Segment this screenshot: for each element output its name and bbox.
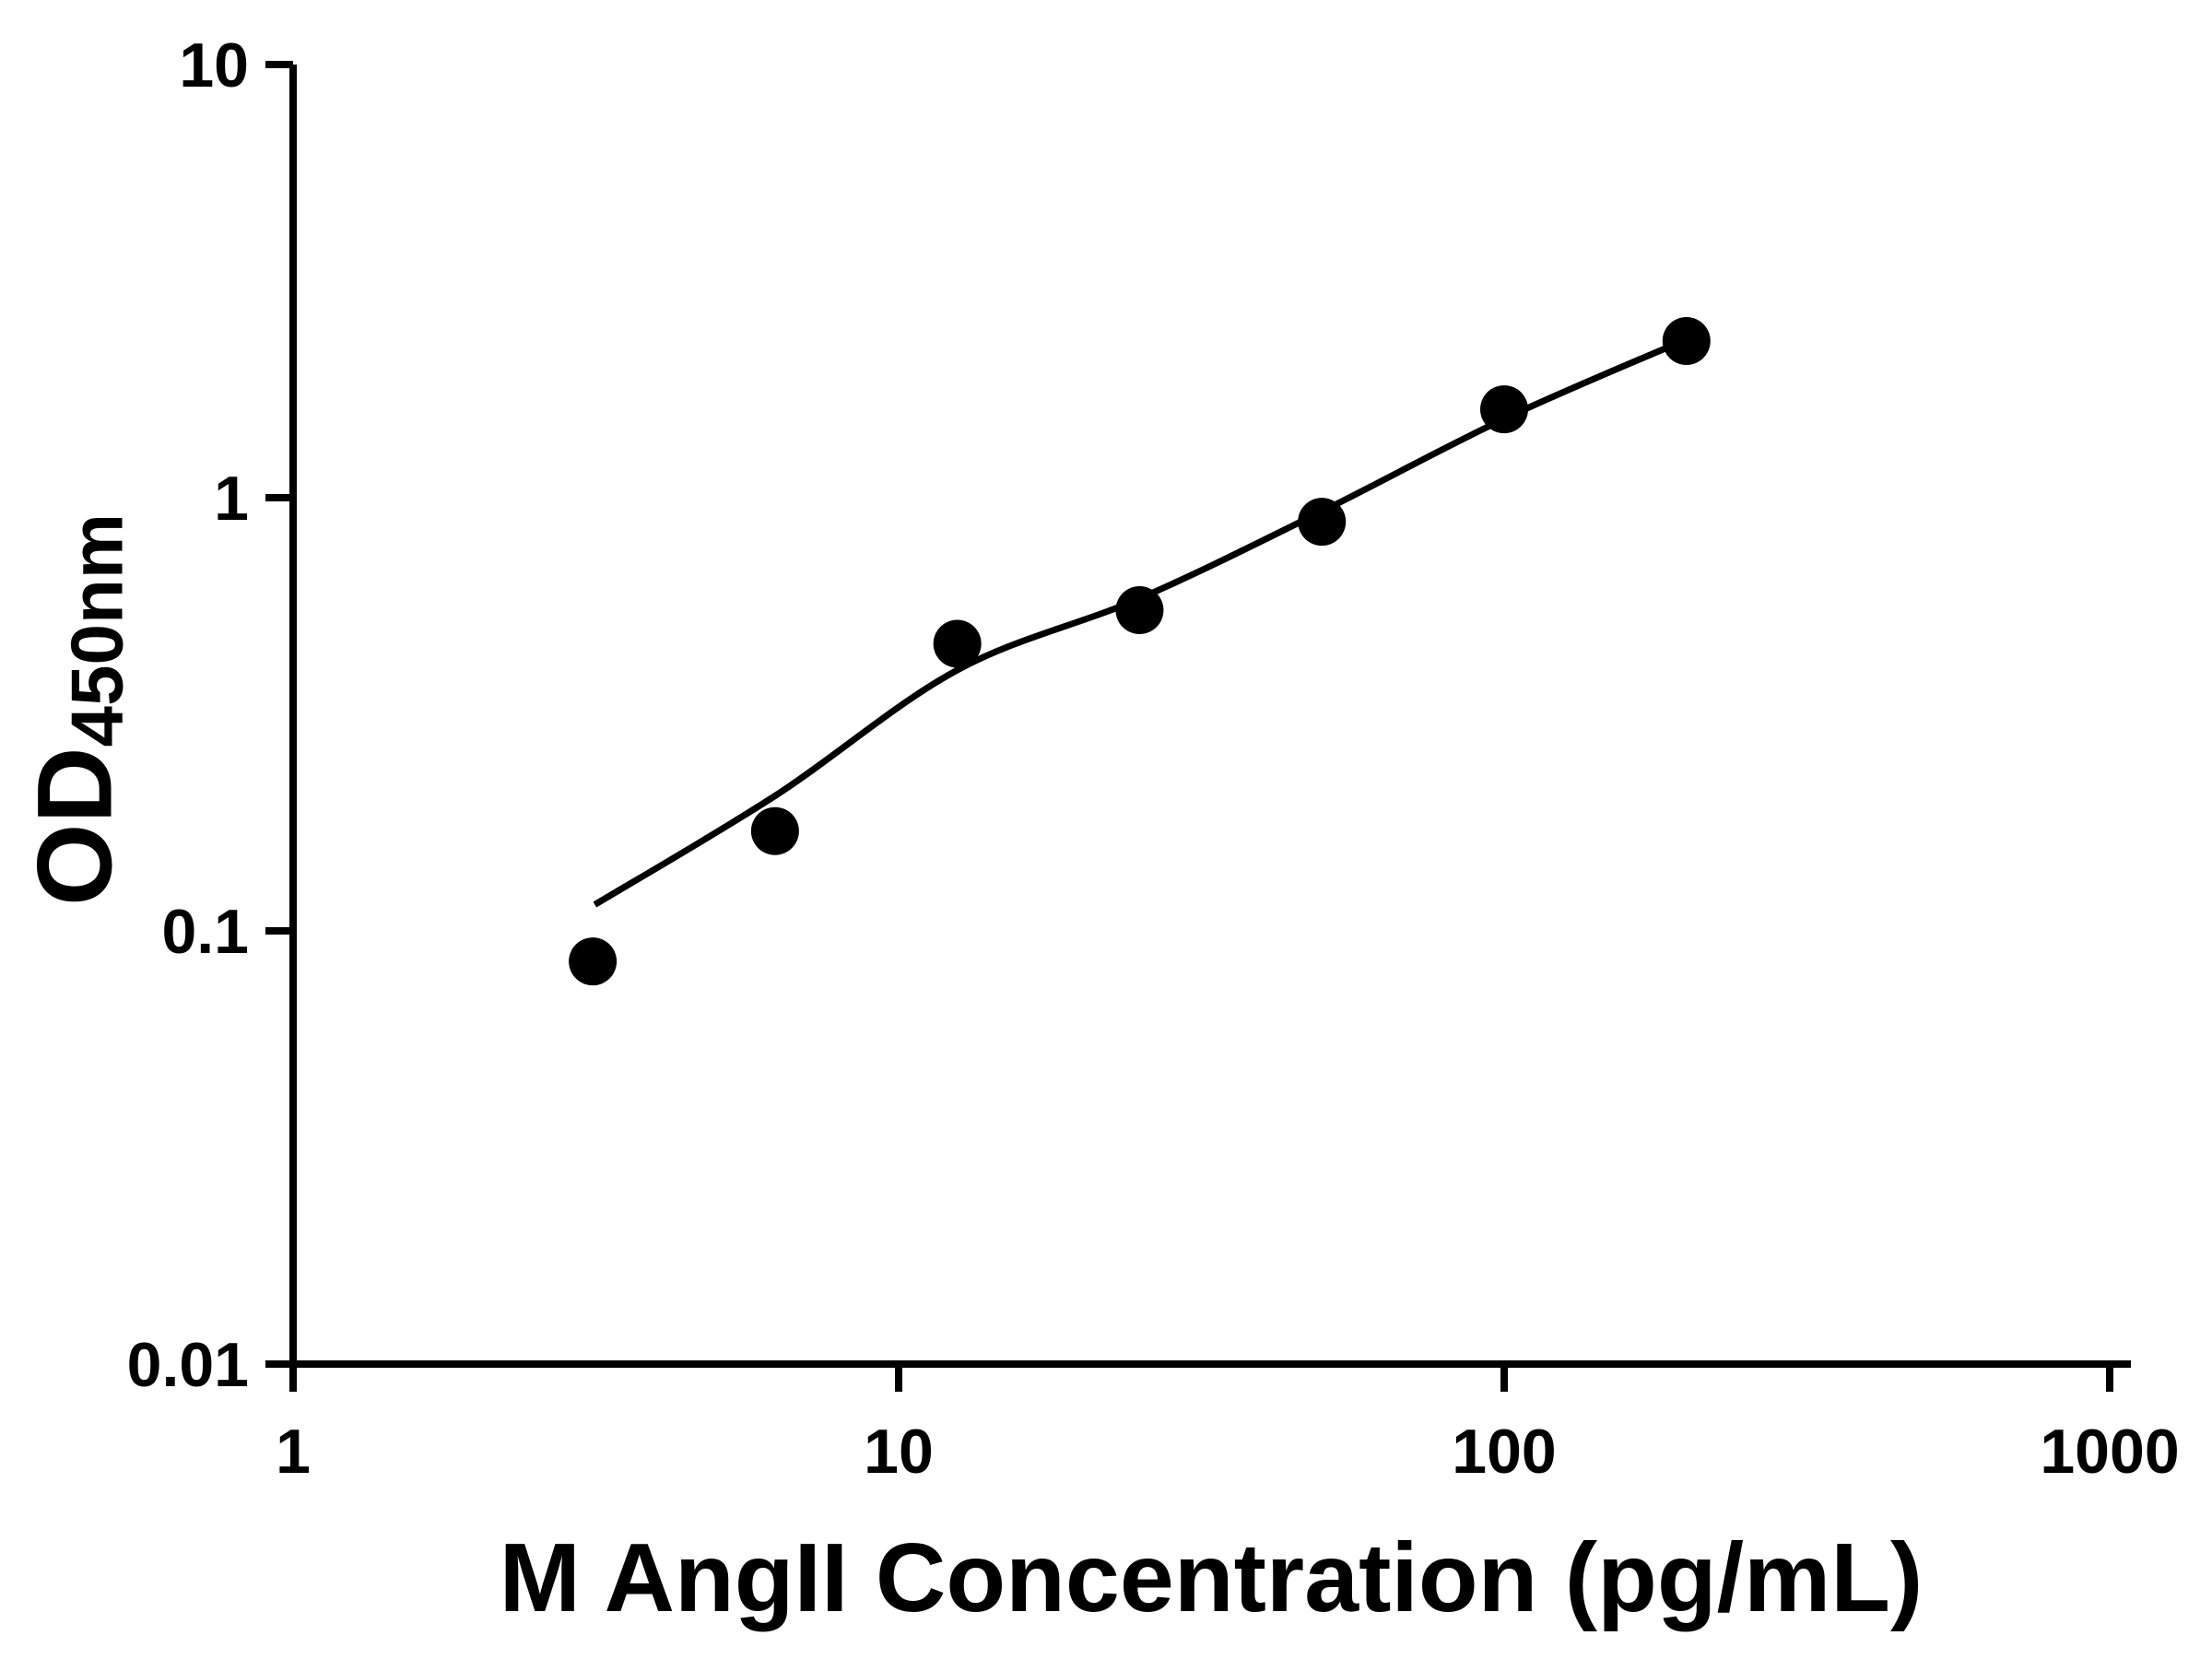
data-point	[1662, 316, 1711, 365]
data-point	[569, 937, 618, 986]
axis-spines	[289, 65, 2131, 1368]
data-point	[1115, 586, 1164, 635]
x-axis-title: M AngII Concentration (pg/mL)	[499, 1524, 1924, 1632]
data-point	[1298, 498, 1347, 547]
y-tick-label: 1	[214, 464, 249, 534]
y-tick-label: 0.1	[161, 897, 249, 967]
data-point	[933, 619, 982, 668]
y-axis-title: OD450nm	[17, 513, 138, 906]
y-axis-title-sub: 450nm	[55, 513, 138, 747]
x-tick-label: 100	[1452, 1417, 1556, 1487]
data-point	[1480, 385, 1528, 434]
x-tick-label: 1	[276, 1417, 311, 1487]
x-tick-label: 1000	[2040, 1417, 2179, 1487]
x-tick-label: 10	[864, 1417, 934, 1487]
y-axis-title-main: OD	[16, 747, 135, 906]
y-tick-label: 10	[179, 30, 249, 100]
data-point	[750, 806, 799, 855]
y-tick-label: 0.01	[127, 1330, 249, 1400]
